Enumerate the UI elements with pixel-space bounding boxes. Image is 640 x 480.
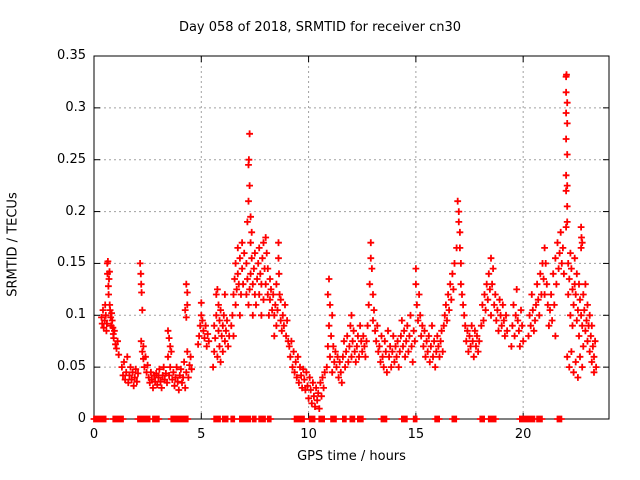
x-axis-label: GPS time / hours [297, 449, 406, 464]
plot-border [93, 55, 610, 420]
y-tick-label: 0.05 [57, 359, 86, 375]
y-tick-label: 0.2 [65, 203, 86, 219]
y-tick-label: 0.35 [57, 48, 86, 63]
x-tick-label: 5 [197, 427, 206, 442]
chart-title: Day 058 of 2018, SRMTID for receiver cn3… [178, 20, 462, 35]
x-tick-label: 10 [300, 427, 317, 442]
y-tick-label: 0.3 [65, 99, 86, 115]
y-tick-label: 0.15 [57, 255, 86, 271]
scatter-points [90, 71, 600, 423]
y-tick-label: 0.1 [65, 307, 86, 323]
y-tick-label: 0.25 [57, 151, 86, 167]
y-tick-label: 0 [77, 411, 86, 426]
x-tick-label: 15 [407, 427, 425, 442]
x-tick-label: 0 [89, 427, 99, 442]
x-tick-label: 20 [514, 427, 532, 442]
